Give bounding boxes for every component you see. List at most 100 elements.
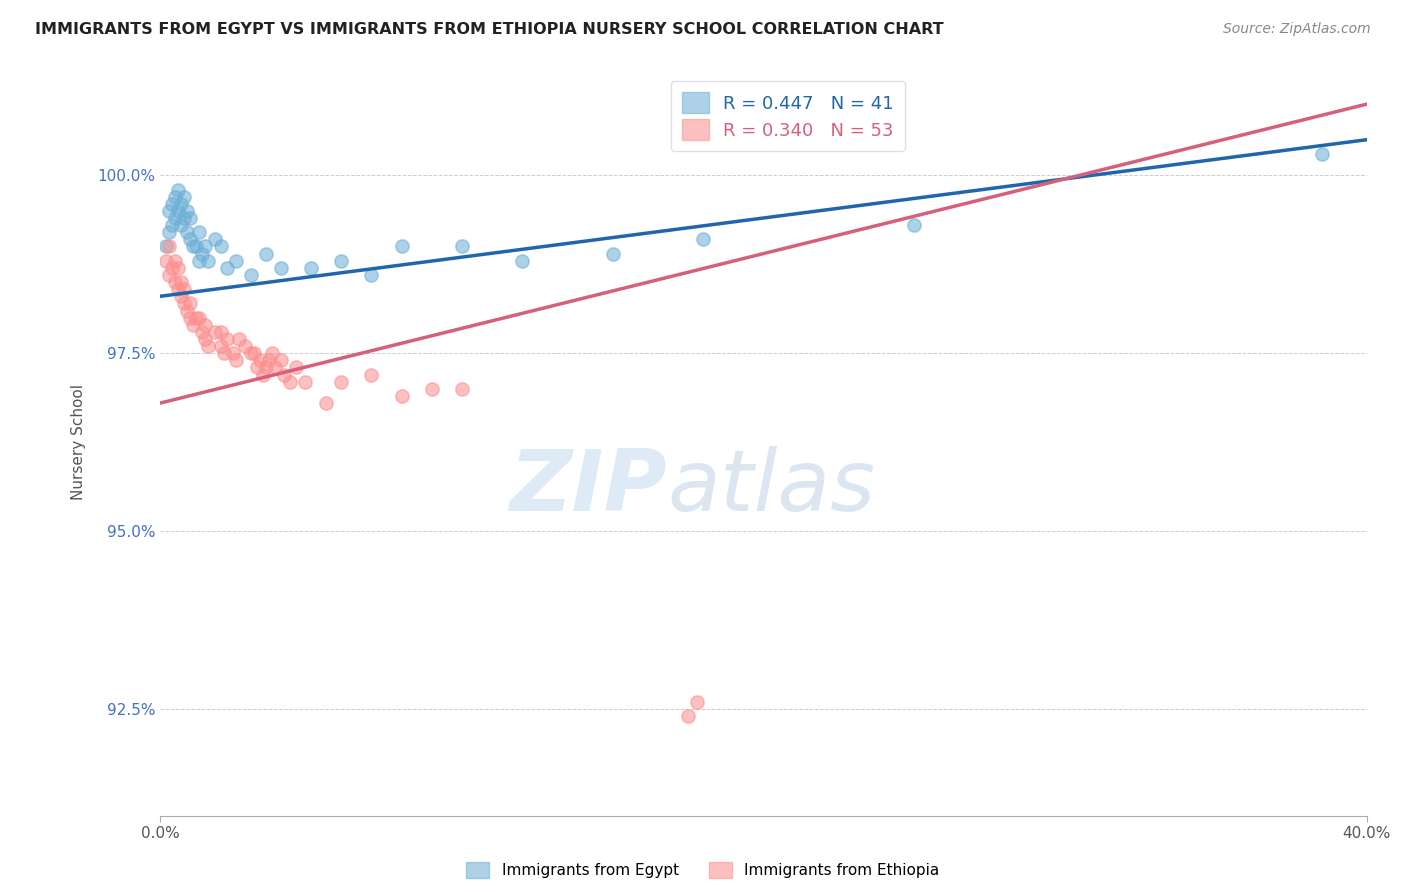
Text: Source: ZipAtlas.com: Source: ZipAtlas.com	[1223, 22, 1371, 37]
Point	[188, 310, 211, 325]
Point	[165, 275, 187, 289]
Point	[204, 232, 226, 246]
Point	[167, 182, 190, 196]
Point	[270, 260, 292, 275]
Point	[179, 310, 201, 325]
Point	[249, 353, 271, 368]
Point	[157, 268, 180, 282]
Point	[254, 246, 277, 260]
Point	[209, 325, 232, 339]
Point	[157, 239, 180, 253]
Point	[602, 246, 624, 260]
Point	[183, 239, 205, 253]
Point	[450, 239, 472, 253]
Point	[167, 260, 190, 275]
Point	[188, 225, 211, 239]
Point	[188, 253, 211, 268]
Point	[450, 382, 472, 396]
Point	[191, 246, 214, 260]
Point	[330, 375, 353, 389]
Point	[391, 389, 413, 403]
Point	[225, 253, 247, 268]
Point	[157, 203, 180, 218]
Point	[167, 203, 190, 218]
Point	[162, 218, 184, 232]
Point	[191, 325, 214, 339]
Point	[263, 360, 285, 375]
Point	[225, 353, 247, 368]
Point	[215, 260, 238, 275]
Point	[1310, 147, 1333, 161]
Point	[260, 346, 283, 360]
Point	[186, 239, 208, 253]
Point	[215, 332, 238, 346]
Point	[209, 339, 232, 353]
Point	[194, 239, 217, 253]
Point	[157, 225, 180, 239]
Legend: Immigrants from Egypt, Immigrants from Ethiopia: Immigrants from Egypt, Immigrants from E…	[460, 856, 946, 884]
Point	[686, 695, 709, 709]
Point	[165, 253, 187, 268]
Point	[170, 289, 193, 303]
Point	[294, 375, 316, 389]
Point	[239, 268, 262, 282]
Point	[270, 353, 292, 368]
Point	[239, 346, 262, 360]
Point	[360, 268, 382, 282]
Point	[179, 211, 201, 225]
Point	[510, 253, 533, 268]
Point	[165, 211, 187, 225]
Point	[170, 218, 193, 232]
Point	[179, 232, 201, 246]
Y-axis label: Nursery School: Nursery School	[72, 384, 86, 500]
Point	[197, 339, 219, 353]
Point	[257, 353, 280, 368]
Point	[284, 360, 307, 375]
Point	[204, 325, 226, 339]
Point	[212, 346, 235, 360]
Point	[155, 253, 177, 268]
Point	[173, 282, 195, 296]
Point	[170, 196, 193, 211]
Point	[254, 360, 277, 375]
Point	[176, 225, 198, 239]
Point	[173, 189, 195, 203]
Point	[221, 346, 243, 360]
Point	[242, 346, 264, 360]
Point	[233, 339, 256, 353]
Point	[299, 260, 322, 275]
Point	[179, 296, 201, 310]
Point	[162, 260, 184, 275]
Text: IMMIGRANTS FROM EGYPT VS IMMIGRANTS FROM ETHIOPIA NURSERY SCHOOL CORRELATION CHA: IMMIGRANTS FROM EGYPT VS IMMIGRANTS FROM…	[35, 22, 943, 37]
Point	[246, 360, 269, 375]
Text: atlas: atlas	[666, 446, 875, 529]
Point	[167, 282, 190, 296]
Point	[176, 203, 198, 218]
Point	[692, 232, 714, 246]
Point	[209, 239, 232, 253]
Point	[228, 332, 250, 346]
Point	[315, 396, 337, 410]
Point	[155, 239, 177, 253]
Legend: R = 0.447   N = 41, R = 0.340   N = 53: R = 0.447 N = 41, R = 0.340 N = 53	[671, 81, 904, 151]
Point	[903, 218, 925, 232]
Point	[194, 318, 217, 332]
Point	[676, 709, 699, 723]
Point	[273, 368, 295, 382]
Point	[197, 253, 219, 268]
Point	[194, 332, 217, 346]
Point	[165, 189, 187, 203]
Point	[173, 296, 195, 310]
Point	[173, 211, 195, 225]
Point	[176, 303, 198, 318]
Text: ZIP: ZIP	[509, 446, 666, 529]
Point	[360, 368, 382, 382]
Point	[162, 196, 184, 211]
Point	[391, 239, 413, 253]
Point	[278, 375, 301, 389]
Point	[330, 253, 353, 268]
Point	[183, 318, 205, 332]
Point	[252, 368, 274, 382]
Point	[420, 382, 443, 396]
Point	[186, 310, 208, 325]
